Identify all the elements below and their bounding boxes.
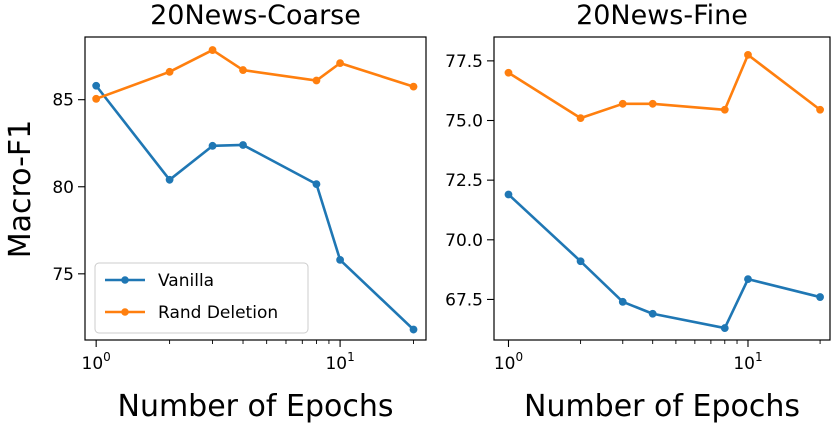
data-point-vanilla: [92, 81, 101, 90]
data-point-vanilla: [336, 255, 344, 264]
data-point-rand-deletion: [576, 114, 585, 123]
data-point-rand-deletion: [409, 82, 418, 91]
data-point-vanilla: [312, 180, 321, 189]
data-point-rand-deletion: [239, 66, 247, 74]
data-point-vanilla: [239, 141, 247, 149]
x-axis-label-fine: Number of Epochs: [524, 389, 800, 423]
y-tick-label: 70.0: [445, 231, 483, 251]
data-point-vanilla: [720, 324, 729, 332]
data-point-vanilla: [409, 325, 418, 334]
x-tick-label: 100: [494, 350, 523, 374]
x-tick-label: 100: [82, 350, 111, 374]
x-tick-label: 101: [733, 350, 762, 374]
legend-marker-rand-deletion: [121, 308, 129, 316]
y-tick-label: 85: [52, 91, 74, 111]
y-tick-label: 67.5: [445, 290, 483, 310]
data-point-vanilla: [816, 293, 824, 301]
x-tick-label: 101: [325, 350, 354, 374]
data-point-vanilla: [744, 275, 752, 284]
data-point-rand-deletion: [92, 94, 101, 103]
data-point-rand-deletion: [208, 46, 217, 54]
data-point-vanilla: [648, 309, 657, 318]
y-tick-label: 75.0: [445, 112, 483, 132]
y-tick-label: 77.5: [445, 52, 483, 72]
y-tick-label: 75: [52, 265, 74, 285]
data-point-rand-deletion: [336, 59, 344, 68]
data-point-rand-deletion: [744, 50, 752, 59]
data-point-rand-deletion: [504, 68, 513, 77]
data-point-vanilla: [165, 175, 174, 184]
legend-label-vanilla: Vanilla: [158, 271, 214, 291]
data-point-rand-deletion: [165, 67, 174, 76]
chart-panel-coarse: 20News-Coarse Number of Epochs 100 101 75 80 8…: [52, 0, 427, 423]
legend-marker-vanilla: [121, 276, 129, 284]
y-axis-label: Macro-F1: [3, 120, 38, 259]
y-tick-label: 72.5: [445, 171, 483, 191]
series-line-rand-deletion: [94, 48, 415, 101]
data-point-rand-deletion: [648, 99, 657, 108]
data-point-rand-deletion: [720, 105, 729, 114]
axes-frame-coarse: [84, 36, 427, 341]
data-point-vanilla: [504, 190, 513, 199]
data-point-vanilla: [618, 297, 627, 306]
data-point-rand-deletion: [816, 105, 824, 114]
legend-label-rand-deletion: Rand Deletion: [158, 303, 278, 323]
axes-frame-fine: [493, 36, 831, 341]
data-point-vanilla: [576, 257, 585, 266]
data-point-rand-deletion: [312, 76, 321, 85]
chart-title-fine: 20News-Fine: [576, 0, 748, 31]
series-line-vanilla: [507, 193, 822, 330]
legend-box: [94, 262, 309, 334]
chart-title-coarse: 20News-Coarse: [150, 0, 361, 31]
x-axis-label-coarse: Number of Epochs: [118, 389, 394, 423]
legend: Vanilla Rand Deletion: [94, 262, 309, 334]
data-point-vanilla: [208, 141, 217, 150]
data-point-rand-deletion: [618, 99, 627, 108]
series-line-rand-deletion: [507, 53, 822, 120]
y-tick-label: 80: [52, 178, 74, 198]
